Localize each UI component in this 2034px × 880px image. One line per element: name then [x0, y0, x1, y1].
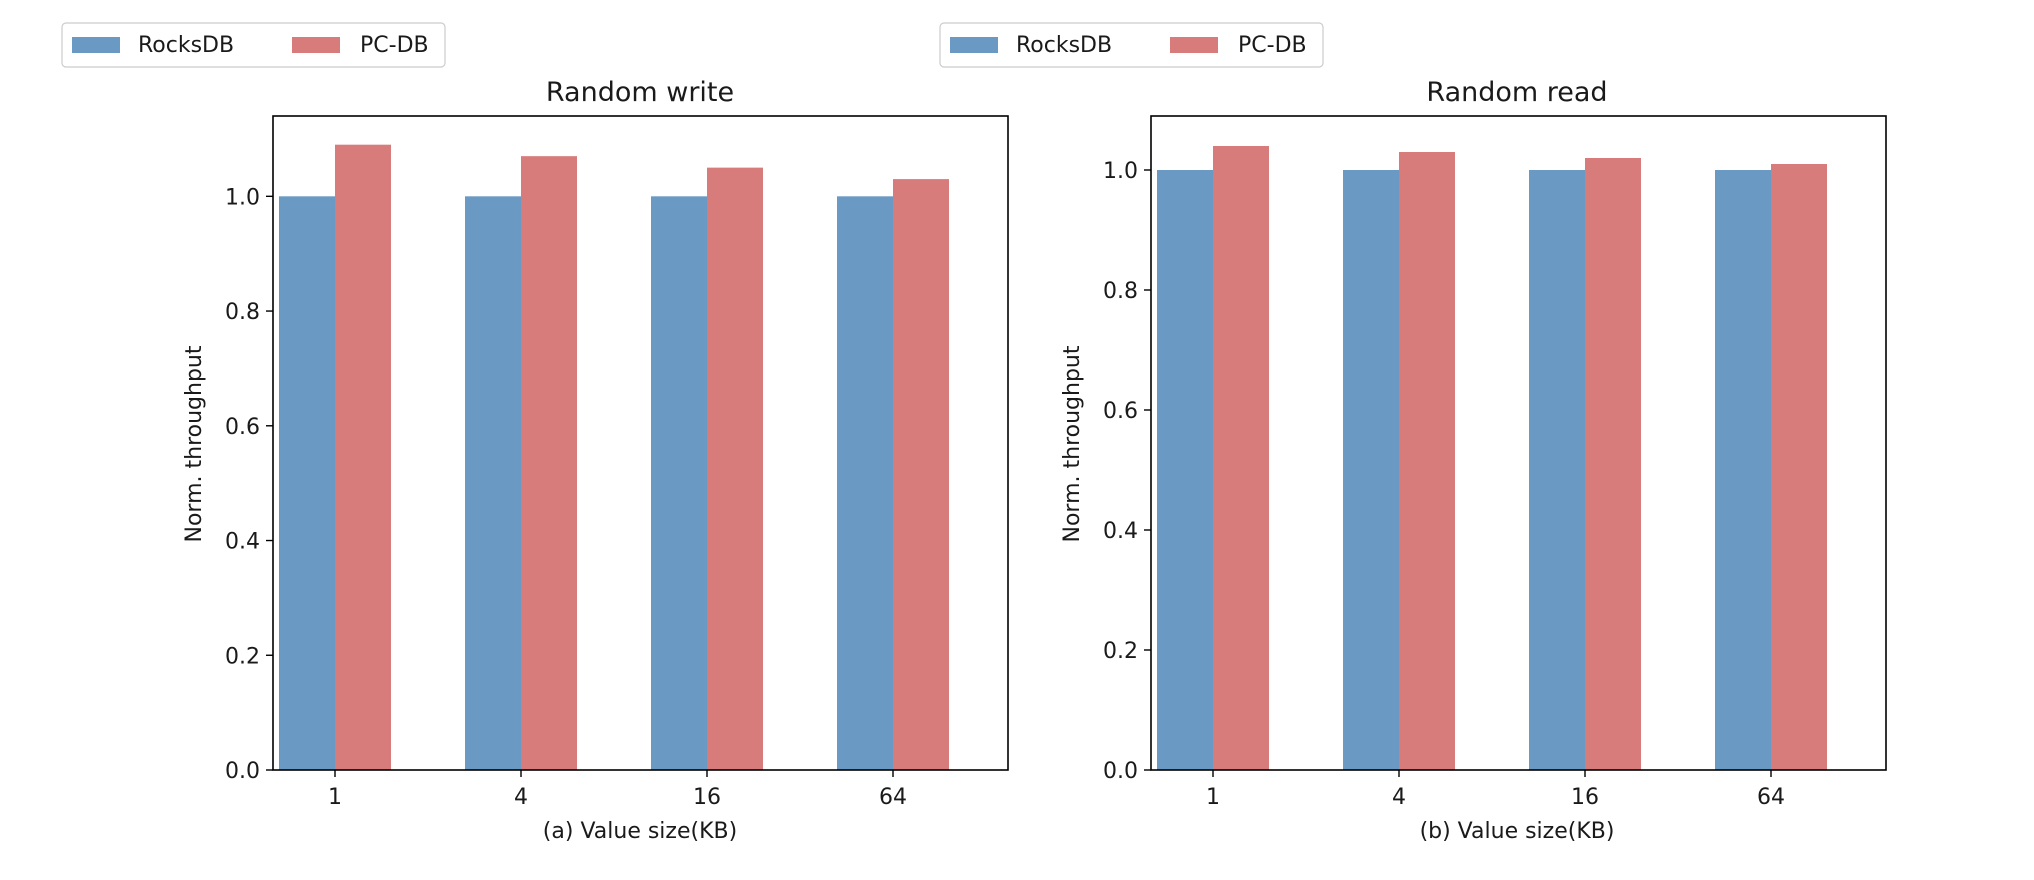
y-axis-label: Norm. throughput [182, 345, 207, 542]
y-tick-label: 0.8 [225, 300, 260, 325]
legend-label-rocksdb: RocksDB [138, 33, 234, 58]
legend-swatch-rocksdb [72, 37, 120, 53]
y-tick-label: 1.0 [1103, 159, 1138, 184]
x-axis-label: (a) Value size(KB) [543, 819, 737, 844]
bar-rocksdb-4 [1343, 170, 1399, 770]
bar-pcdb-64 [1771, 164, 1827, 770]
x-tick-label: 4 [1392, 785, 1406, 810]
legend-label-pcdb: PC-DB [1238, 33, 1307, 58]
y-tick-label: 0.2 [1103, 639, 1138, 664]
bar-pcdb-1 [1213, 146, 1269, 770]
legend-frame [939, 22, 1324, 68]
x-tick-label: 1 [1206, 785, 1220, 810]
bar-rocksdb-16 [1529, 170, 1585, 770]
y-tick-label: 0.0 [225, 759, 260, 784]
y-tick-label: 0.4 [1103, 519, 1138, 544]
chart-random-read: RocksDB PC-DB Random read Norm. throughp… [939, 22, 1887, 844]
bar-rocksdb-64 [837, 196, 893, 770]
y-tick-label: 0.8 [1103, 279, 1138, 304]
chart-title: Random write [546, 77, 734, 108]
bar-rocksdb-4 [465, 196, 521, 770]
legend-label-pcdb: PC-DB [360, 33, 429, 58]
bars [279, 144, 949, 770]
plot-frame [272, 115, 1009, 771]
x-tick-label: 4 [514, 785, 528, 810]
chart-random-write: RocksDB PC-DB Random write Norm. through… [61, 22, 1009, 844]
plot-frame [1150, 115, 1887, 771]
bar-pcdb-16 [707, 167, 763, 770]
bar-pcdb-1 [335, 144, 391, 770]
bar-rocksdb-1 [1157, 170, 1213, 770]
x-tick-label: 16 [1571, 785, 1599, 810]
legend-swatch-pcdb [1170, 37, 1218, 53]
x-tick-label: 16 [693, 785, 721, 810]
y-ticks: 0.0 0.2 0.4 0.6 0.8 1.0 [1103, 159, 1151, 784]
legend-label-rocksdb: RocksDB [1016, 33, 1112, 58]
bar-pcdb-4 [1399, 152, 1455, 770]
legend-frame [61, 22, 446, 68]
bar-rocksdb-16 [651, 196, 707, 770]
bar-pcdb-4 [521, 156, 577, 770]
bar-pcdb-64 [893, 179, 949, 770]
x-ticks: 1 4 16 64 [328, 770, 907, 810]
y-tick-label: 0.6 [225, 415, 260, 440]
y-tick-label: 0.6 [1103, 399, 1138, 424]
y-axis-label: Norm. throughput [1060, 345, 1085, 542]
x-tick-label: 64 [879, 785, 907, 810]
bars [1157, 146, 1827, 770]
y-tick-label: 0.2 [225, 644, 260, 669]
legend: RocksDB PC-DB [61, 22, 446, 68]
x-axis-label: (b) Value size(KB) [1420, 819, 1615, 844]
bar-rocksdb-1 [279, 196, 335, 770]
legend-swatch-rocksdb [950, 37, 998, 53]
x-tick-label: 64 [1757, 785, 1785, 810]
y-tick-label: 0.0 [1103, 759, 1138, 784]
x-tick-label: 1 [328, 785, 342, 810]
legend-swatch-pcdb [292, 37, 340, 53]
x-ticks: 1 4 16 64 [1206, 770, 1785, 810]
y-ticks: 0.0 0.2 0.4 0.6 0.8 1.0 [225, 185, 273, 784]
y-tick-label: 0.4 [225, 530, 260, 555]
legend: RocksDB PC-DB [939, 22, 1324, 68]
bar-rocksdb-64 [1715, 170, 1771, 770]
y-tick-label: 1.0 [225, 185, 260, 210]
chart-title: Random read [1426, 77, 1607, 108]
bar-pcdb-16 [1585, 158, 1641, 770]
